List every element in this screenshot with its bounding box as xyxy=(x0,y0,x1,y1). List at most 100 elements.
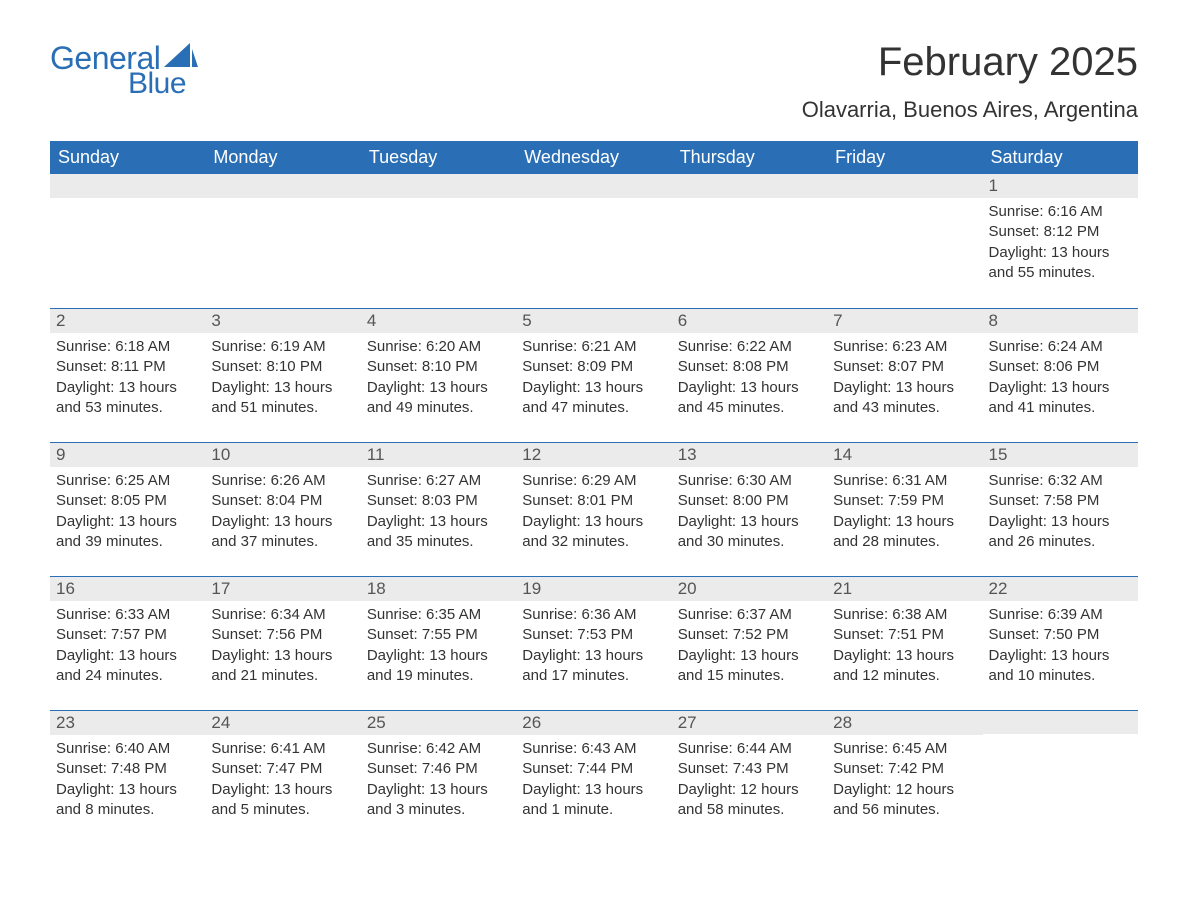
calendar-cell: 21Sunrise: 6:38 AMSunset: 7:51 PMDayligh… xyxy=(827,576,982,710)
sunset-line: Sunset: 8:10 PM xyxy=(367,357,510,377)
calendar-cell: 6 Sunrise: 6:22 AMSunset: 8:08 PMDaylight… xyxy=(672,308,827,442)
day-number xyxy=(516,174,671,198)
weekday-header: Thursday xyxy=(672,141,827,174)
daylight-line: Daylight: 13 hours and 39 minutes. xyxy=(56,512,199,553)
calendar-cell: 16Sunrise: 6:33 AMSunset: 7:57 PMDayligh… xyxy=(50,576,205,710)
sunrise-line: Sunrise: 6:33 AM xyxy=(56,605,199,625)
calendar-week-row: 9Sunrise: 6:25 AMSunset: 8:05 PMDaylight… xyxy=(50,442,1138,576)
day-number: 21 xyxy=(827,576,982,601)
sunset-line: Sunset: 7:43 PM xyxy=(678,759,821,779)
day-number: 26 xyxy=(516,710,671,735)
day-details: Sunrise: 6:41 AMSunset: 7:47 PMDaylight:… xyxy=(205,735,360,824)
sunrise-line: Sunrise: 6:21 AM xyxy=(522,337,665,357)
day-number: 27 xyxy=(672,710,827,735)
day-details: Sunrise: 6:31 AMSunset: 7:59 PMDaylight:… xyxy=(827,467,982,556)
daylight-line: Daylight: 13 hours and 55 minutes. xyxy=(989,243,1132,284)
day-number: 3 xyxy=(205,308,360,333)
daylight-line: Daylight: 13 hours and 47 minutes. xyxy=(522,378,665,419)
day-number: 2 xyxy=(50,308,205,333)
calendar-cell xyxy=(50,174,205,308)
day-number: 17 xyxy=(205,576,360,601)
day-number xyxy=(983,710,1138,734)
day-details: Sunrise: 6:29 AMSunset: 8:01 PMDaylight:… xyxy=(516,467,671,556)
sunrise-line: Sunrise: 6:38 AM xyxy=(833,605,976,625)
sunset-line: Sunset: 8:11 PM xyxy=(56,357,199,377)
day-details: Sunrise: 6:20 AMSunset: 8:10 PMDaylight:… xyxy=(361,333,516,422)
location-subtitle: Olavarria, Buenos Aires, Argentina xyxy=(802,97,1138,123)
sunrise-line: Sunrise: 6:45 AM xyxy=(833,739,976,759)
calendar-cell: 15Sunrise: 6:32 AMSunset: 7:58 PMDayligh… xyxy=(983,442,1138,576)
day-details: Sunrise: 6:30 AMSunset: 8:00 PMDaylight:… xyxy=(672,467,827,556)
sunset-line: Sunset: 7:47 PM xyxy=(211,759,354,779)
calendar-cell: 23Sunrise: 6:40 AMSunset: 7:48 PMDayligh… xyxy=(50,710,205,844)
calendar-cell: 22Sunrise: 6:39 AMSunset: 7:50 PMDayligh… xyxy=(983,576,1138,710)
day-number: 13 xyxy=(672,442,827,467)
day-number: 1 xyxy=(983,174,1138,198)
day-number: 18 xyxy=(361,576,516,601)
sunrise-line: Sunrise: 6:22 AM xyxy=(678,337,821,357)
daylight-line: Daylight: 12 hours and 56 minutes. xyxy=(833,780,976,821)
sunrise-line: Sunrise: 6:20 AM xyxy=(367,337,510,357)
sunset-line: Sunset: 8:08 PM xyxy=(678,357,821,377)
day-details: Sunrise: 6:32 AMSunset: 7:58 PMDaylight:… xyxy=(983,467,1138,556)
day-details: Sunrise: 6:21 AMSunset: 8:09 PMDaylight:… xyxy=(516,333,671,422)
weekday-header: Saturday xyxy=(983,141,1138,174)
weekday-header: Tuesday xyxy=(361,141,516,174)
sunset-line: Sunset: 7:48 PM xyxy=(56,759,199,779)
daylight-line: Daylight: 13 hours and 43 minutes. xyxy=(833,378,976,419)
calendar-cell: 19Sunrise: 6:36 AMSunset: 7:53 PMDayligh… xyxy=(516,576,671,710)
sunset-line: Sunset: 7:53 PM xyxy=(522,625,665,645)
day-number: 19 xyxy=(516,576,671,601)
day-details: Sunrise: 6:33 AMSunset: 7:57 PMDaylight:… xyxy=(50,601,205,690)
calendar-cell: 3Sunrise: 6:19 AMSunset: 8:10 PMDaylight… xyxy=(205,308,360,442)
sunrise-line: Sunrise: 6:35 AM xyxy=(367,605,510,625)
sunrise-line: Sunrise: 6:24 AM xyxy=(989,337,1132,357)
daylight-line: Daylight: 13 hours and 49 minutes. xyxy=(367,378,510,419)
day-details: Sunrise: 6:34 AMSunset: 7:56 PMDaylight:… xyxy=(205,601,360,690)
sunrise-line: Sunrise: 6:44 AM xyxy=(678,739,821,759)
calendar-cell: 11Sunrise: 6:27 AMSunset: 8:03 PMDayligh… xyxy=(361,442,516,576)
sunset-line: Sunset: 8:04 PM xyxy=(211,491,354,511)
sunset-line: Sunset: 8:06 PM xyxy=(989,357,1132,377)
sunrise-line: Sunrise: 6:40 AM xyxy=(56,739,199,759)
sunset-line: Sunset: 7:42 PM xyxy=(833,759,976,779)
calendar-cell: 9Sunrise: 6:25 AMSunset: 8:05 PMDaylight… xyxy=(50,442,205,576)
daylight-line: Daylight: 13 hours and 51 minutes. xyxy=(211,378,354,419)
weekday-header: Friday xyxy=(827,141,982,174)
sunset-line: Sunset: 8:10 PM xyxy=(211,357,354,377)
day-details: Sunrise: 6:37 AMSunset: 7:52 PMDaylight:… xyxy=(672,601,827,690)
day-number: 24 xyxy=(205,710,360,735)
day-details: Sunrise: 6:18 AMSunset: 8:11 PMDaylight:… xyxy=(50,333,205,422)
daylight-line: Daylight: 13 hours and 45 minutes. xyxy=(678,378,821,419)
daylight-line: Daylight: 13 hours and 5 minutes. xyxy=(211,780,354,821)
daylight-line: Daylight: 13 hours and 12 minutes. xyxy=(833,646,976,687)
day-details: Sunrise: 6:42 AMSunset: 7:46 PMDaylight:… xyxy=(361,735,516,824)
day-number: 9 xyxy=(50,442,205,467)
sunrise-line: Sunrise: 6:34 AM xyxy=(211,605,354,625)
day-details: Sunrise: 6:19 AMSunset: 8:10 PMDaylight:… xyxy=(205,333,360,422)
day-details: Sunrise: 6:24 AMSunset: 8:06 PMDaylight:… xyxy=(983,333,1138,422)
calendar-cell: 2Sunrise: 6:18 AMSunset: 8:11 PMDaylight… xyxy=(50,308,205,442)
calendar-cell: 12Sunrise: 6:29 AMSunset: 8:01 PMDayligh… xyxy=(516,442,671,576)
sunrise-line: Sunrise: 6:41 AM xyxy=(211,739,354,759)
calendar-cell xyxy=(361,174,516,308)
sunset-line: Sunset: 7:56 PM xyxy=(211,625,354,645)
calendar-cell: 5Sunrise: 6:21 AMSunset: 8:09 PMDaylight… xyxy=(516,308,671,442)
day-number: 20 xyxy=(672,576,827,601)
sunrise-line: Sunrise: 6:30 AM xyxy=(678,471,821,491)
calendar-week-row: 16Sunrise: 6:33 AMSunset: 7:57 PMDayligh… xyxy=(50,576,1138,710)
day-number: 11 xyxy=(361,442,516,467)
day-number: 28 xyxy=(827,710,982,735)
sunrise-line: Sunrise: 6:42 AM xyxy=(367,739,510,759)
daylight-line: Daylight: 13 hours and 41 minutes. xyxy=(989,378,1132,419)
sunset-line: Sunset: 7:44 PM xyxy=(522,759,665,779)
daylight-line: Daylight: 13 hours and 30 minutes. xyxy=(678,512,821,553)
calendar-cell: 13Sunrise: 6:30 AMSunset: 8:00 PMDayligh… xyxy=(672,442,827,576)
sunset-line: Sunset: 7:59 PM xyxy=(833,491,976,511)
daylight-line: Daylight: 13 hours and 1 minute. xyxy=(522,780,665,821)
day-number: 6 xyxy=(672,308,827,333)
daylight-line: Daylight: 13 hours and 32 minutes. xyxy=(522,512,665,553)
sunrise-line: Sunrise: 6:27 AM xyxy=(367,471,510,491)
day-number: 23 xyxy=(50,710,205,735)
calendar-week-row: 2Sunrise: 6:18 AMSunset: 8:11 PMDaylight… xyxy=(50,308,1138,442)
